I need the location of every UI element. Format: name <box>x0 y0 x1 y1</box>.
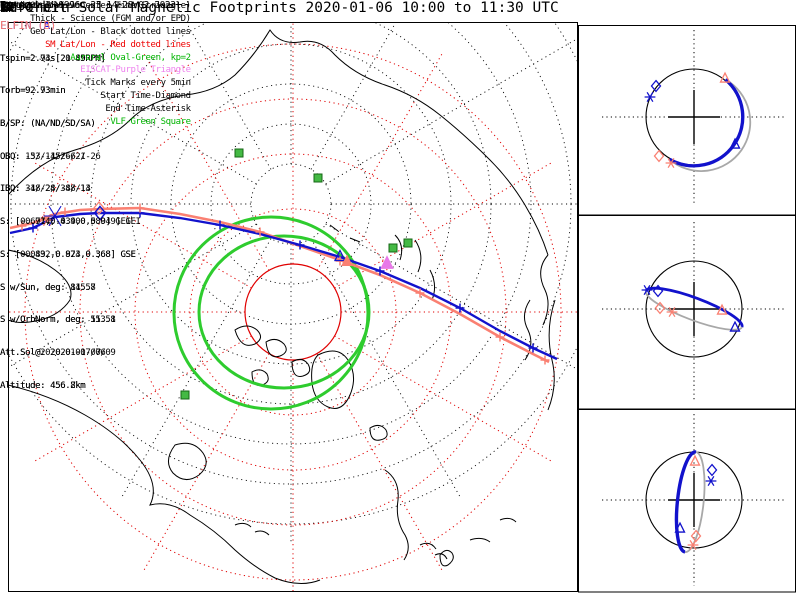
orbit-blue-arc <box>668 78 745 168</box>
elfin-b-info-line: Att.Sol@: 2020-01-07/09 <box>0 347 116 358</box>
p2-axis-top: Y <box>0 0 7 14</box>
mlt-label-06: 06:00 <box>0 0 31 13</box>
legend-item: Tick Marks every 5min <box>85 78 191 89</box>
mlt-label-12: 12:00 <box>0 0 31 13</box>
panel-yz <box>602 414 786 586</box>
legend-item: EISCAT-Purple Triangle <box>80 65 191 76</box>
sm-inner-circle <box>244 263 342 361</box>
legend-item: Earth/Oval View Center Time (triangle) <box>0 1 191 11</box>
panel-xy <box>602 222 786 400</box>
legend-item: VLF-Green Square <box>110 117 191 128</box>
elfin-a-info-line: Att.Sol@2020-01-07/06 <box>0 347 106 358</box>
elfin-b-info-block: ELFIN (B) Tspin=2.93s[20.45RPM] Torb=92.… <box>0 0 141 402</box>
p1-axis-left: -X <box>0 0 14 14</box>
p1-axis-right: X <box>0 0 7 14</box>
elfin-b-info-line: S: [-0.914,-0.400,0.049] GEI <box>0 217 141 228</box>
elfin-a-info-line: S: [0.677,0.439,0.589] GEI <box>0 217 131 228</box>
p1-axis-top: Z <box>0 0 7 14</box>
legend-item: Geo Lat/Lon - Black dotted lines <box>30 26 191 37</box>
elfin-a-info-line: Altitude: 456.2km <box>0 380 86 391</box>
sm-orbit-title: SM orbit <box>0 0 68 16</box>
legend-item: SM Lat/Lon - Red dotted lines <box>45 39 191 50</box>
legend-item: Start Time-Diamond <box>100 91 191 102</box>
elfin-a-info-line: B/SP: (NA/ND/SD/SA) <box>0 119 96 130</box>
elfin-b-info-line: OBQ: 13/-14/26/-1 <box>0 151 86 162</box>
legend-item: Auroral Oval-Green, kp=2 <box>70 52 191 63</box>
elfin-a-info-line: IBQ: -48/28/-48/13 <box>0 184 91 195</box>
elfin-a-info-line: OBQ: -53/-15/-62/-26 <box>0 151 101 162</box>
elfin-a-info-line: Torb=92.93min <box>0 86 66 97</box>
elfin-b-info-line: IBQ: 31/-24/38/-14 <box>0 184 91 195</box>
legend-item: Thick - Science (FGM and/or EPD) <box>30 13 191 24</box>
p2-axis-left: -X <box>0 0 14 14</box>
mlt-label-18: 18:00 <box>0 0 31 13</box>
elfin-b-info-line: S: [0.089,-0.974,0.368] GSE <box>0 249 136 260</box>
elfin-a-info-line: S w/Sun, deg: 115.8 <box>0 282 96 293</box>
elfin-b-info-line: S w/Sun, deg: 84.57 <box>0 282 96 293</box>
created-timestamp: Created: Mon Jan 23 14:28:02 2023 <box>0 0 176 11</box>
orbit-gray-arc <box>644 290 743 331</box>
sm-orbit-panels <box>602 30 786 586</box>
elfin-a-info-line: Tspin=2.74s[21.89RPM] <box>0 53 106 64</box>
orbit-blue-arc <box>674 450 697 554</box>
p1-axis-bottom: -Z <box>0 0 14 14</box>
orbit-gray-arc <box>668 78 752 172</box>
p2-axis-bottom: -Y <box>0 0 14 14</box>
elfin-b-info-line: S w/OrbNorm, deg: 153.1 <box>0 315 116 326</box>
elfin-b-info-line: Tspin=2.93s[20.45RPM] <box>0 53 106 64</box>
p3-axis-right: Y <box>0 0 7 14</box>
elfin-b-info-line: B/SP: (NA/ND/SD/SA) <box>0 119 96 130</box>
p3-axis-top: Z <box>0 0 7 14</box>
legend-item: End Time-Asterisk <box>105 104 191 115</box>
coastlines <box>9 29 556 584</box>
model-credit: Tsyganenko-1996 <box>0 0 80 11</box>
p2-axis-right: X <box>0 0 7 14</box>
elfin-a-info-line: S w/OrbNorm, deg: 51.58 <box>0 315 116 326</box>
auroral-oval <box>172 215 371 411</box>
orbit-blue-arc <box>644 286 744 328</box>
panel-markers <box>641 71 741 551</box>
map-track-markers <box>17 148 550 400</box>
elfin-a-info-line: S: [-0.432,0.823,0.368] GSE <box>0 249 136 260</box>
page-title: Northern Solar Magnetic Footprints 2020-… <box>0 0 559 16</box>
geo-graticule-dotted <box>9 23 577 544</box>
elfin-a-title: ELFIN (A) <box>0 19 57 32</box>
elfin-b-title: ELFIN (B) <box>0 19 57 32</box>
elfin-a-info-block: ELFIN (A) Tspin=2.74s[21.89RPM] Torb=92.… <box>0 0 136 402</box>
p3-axis-left: -Y <box>0 0 14 14</box>
elfin-b-info-line: Altitude: 456.8km <box>0 380 86 391</box>
map-legend: Earth/Oval View Center Time (triangle) T… <box>0 0 191 129</box>
frame-borders <box>8 22 796 593</box>
panel-xz <box>602 30 786 205</box>
elfin-b-info-line: Torb=92.73min <box>0 86 66 97</box>
orbit-gray-arc <box>684 451 706 553</box>
p3-axis-bottom: -Z <box>0 0 14 14</box>
